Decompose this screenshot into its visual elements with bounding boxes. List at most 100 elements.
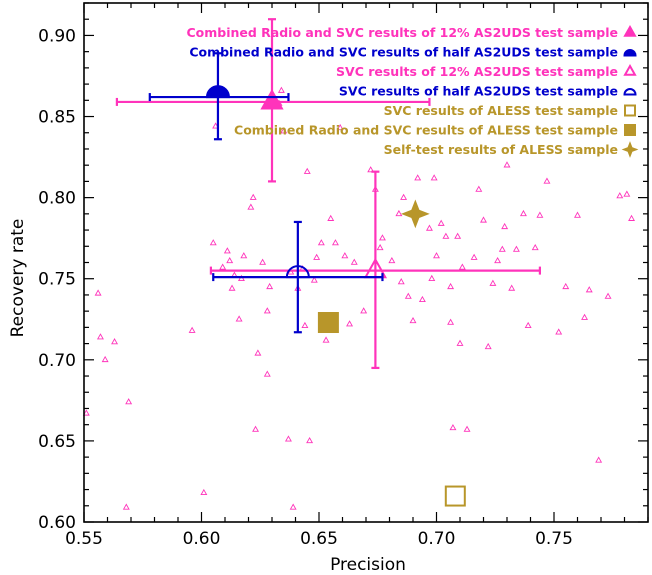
- bootstrap-point: [458, 263, 466, 270]
- bootstrap-point: [395, 209, 403, 217]
- bootstrap-point: [442, 232, 450, 239]
- halfcircle-shape: [205, 85, 230, 99]
- bootstrap-point: [388, 256, 396, 264]
- bootstrap-point: [447, 282, 455, 290]
- bootstrap-point: [226, 256, 234, 264]
- x-tick-label: 0.60: [183, 529, 221, 549]
- main-point: [212, 220, 384, 334]
- bootstrap-point: [228, 284, 236, 291]
- bootstrap-point: [341, 252, 349, 259]
- point-marker: [317, 312, 339, 334]
- bootstrap-point: [463, 425, 471, 432]
- bootstrap-point: [94, 289, 102, 296]
- bootstrap-point: [456, 339, 464, 346]
- plot-frame: [83, 2, 649, 523]
- bootstrap-point: [240, 252, 248, 259]
- bootstrap-point: [585, 286, 593, 293]
- bootstrap-point: [223, 247, 231, 254]
- bootstrap-point: [428, 274, 436, 281]
- legend-entry: Combined Radio and SVC results of half A…: [189, 45, 637, 60]
- bootstrap-point: [82, 409, 90, 416]
- legend-marker: [624, 104, 636, 117]
- x-tick-label: 0.70: [418, 529, 456, 549]
- bootstrap-point: [430, 174, 438, 181]
- bootstrap-point: [508, 284, 516, 291]
- bootstrap-point: [249, 193, 257, 200]
- bootstrap-point: [425, 224, 433, 231]
- bootstrap-point: [543, 177, 551, 184]
- y-tick-label: 0.70: [38, 351, 76, 371]
- point-marker: [205, 85, 230, 99]
- triangle-shape: [623, 63, 637, 76]
- legend-label: SVC results of 12% AS2UDS test sample: [336, 64, 618, 79]
- main-point: [115, 18, 431, 183]
- bootstrap-point: [200, 488, 208, 496]
- main-point: [148, 52, 290, 141]
- bootstrap-point: [310, 276, 318, 283]
- legend-label: SVC results of ALESS test sample: [384, 103, 618, 118]
- legend-marker: [621, 141, 639, 158]
- bootstrap-point: [284, 435, 292, 442]
- bootstrap-point: [303, 167, 311, 174]
- bootstrap-point: [125, 398, 133, 405]
- bootstrap-point: [512, 245, 520, 252]
- bootstrap-point: [209, 239, 217, 246]
- bootstrap-point: [266, 282, 274, 290]
- main-point: [209, 170, 542, 370]
- bootstrap-point: [628, 214, 636, 221]
- y-tick-label: 0.75: [38, 270, 76, 290]
- main-point: [400, 199, 430, 229]
- bootstrap-point: [604, 292, 612, 299]
- bootstrap-point: [259, 258, 267, 265]
- triangle-shape: [623, 24, 637, 37]
- legend-entry: SVC results of 12% AS2UDS test sample: [336, 63, 637, 79]
- bootstrap-point: [503, 161, 511, 168]
- bootstrap-point: [595, 456, 603, 463]
- bootstrap-point: [470, 253, 478, 260]
- legend-entry: SVC results of half AS2UDS test sample: [339, 84, 637, 99]
- bootstrap-point: [247, 203, 255, 210]
- halfcircle-shape: [623, 88, 637, 96]
- bootstrap-point: [96, 333, 104, 340]
- bootstrap-point: [111, 338, 119, 345]
- point-marker: [260, 88, 284, 110]
- x-tick-label: 0.75: [535, 529, 573, 549]
- bootstrap-point: [418, 295, 426, 303]
- y-tick-label: 0.85: [38, 108, 76, 128]
- star-shape: [621, 141, 639, 158]
- bootstrap-point: [376, 243, 384, 251]
- bootstrap-point: [524, 321, 532, 329]
- bootstrap-point: [301, 321, 309, 329]
- square-shape: [624, 124, 636, 136]
- bootstrap-point: [437, 219, 445, 226]
- bootstrap-point: [360, 307, 368, 314]
- square-shape: [444, 485, 466, 507]
- legend-marker: [623, 24, 637, 37]
- bootstrap-point: [367, 166, 375, 173]
- bootstrap-point: [378, 234, 386, 241]
- bootstrap-point: [536, 211, 544, 218]
- square-shape: [317, 312, 339, 334]
- x-tick-label: 0.65: [300, 529, 338, 549]
- bootstrap-point: [484, 342, 492, 350]
- legend-label: SVC results of half AS2UDS test sample: [339, 84, 618, 99]
- triangle-shape: [260, 88, 284, 110]
- bootstrap-point: [101, 355, 109, 363]
- bootstrap-point: [404, 292, 412, 299]
- plot-area: [82, 18, 636, 510]
- bootstrap-point: [581, 313, 589, 320]
- point-marker: [285, 265, 310, 279]
- legend-marker: [624, 124, 636, 136]
- bootstrap-point: [327, 214, 335, 221]
- halfcircle-shape: [623, 49, 637, 57]
- bootstrap-point: [322, 336, 330, 343]
- bootstrap-point: [277, 86, 285, 93]
- square-shape: [624, 104, 636, 117]
- legend-entry: Combined Radio and SVC results of ALESS …: [234, 123, 636, 138]
- point-marker: [444, 485, 466, 507]
- axes: 0.55 0.60 0.65 0.70 0.750.600.650.700.750.80…: [38, 2, 649, 549]
- bootstrap-point: [489, 279, 497, 286]
- bootstrap-point: [498, 245, 506, 252]
- bootstrap-point: [519, 209, 527, 217]
- bootstrap-point: [414, 174, 422, 181]
